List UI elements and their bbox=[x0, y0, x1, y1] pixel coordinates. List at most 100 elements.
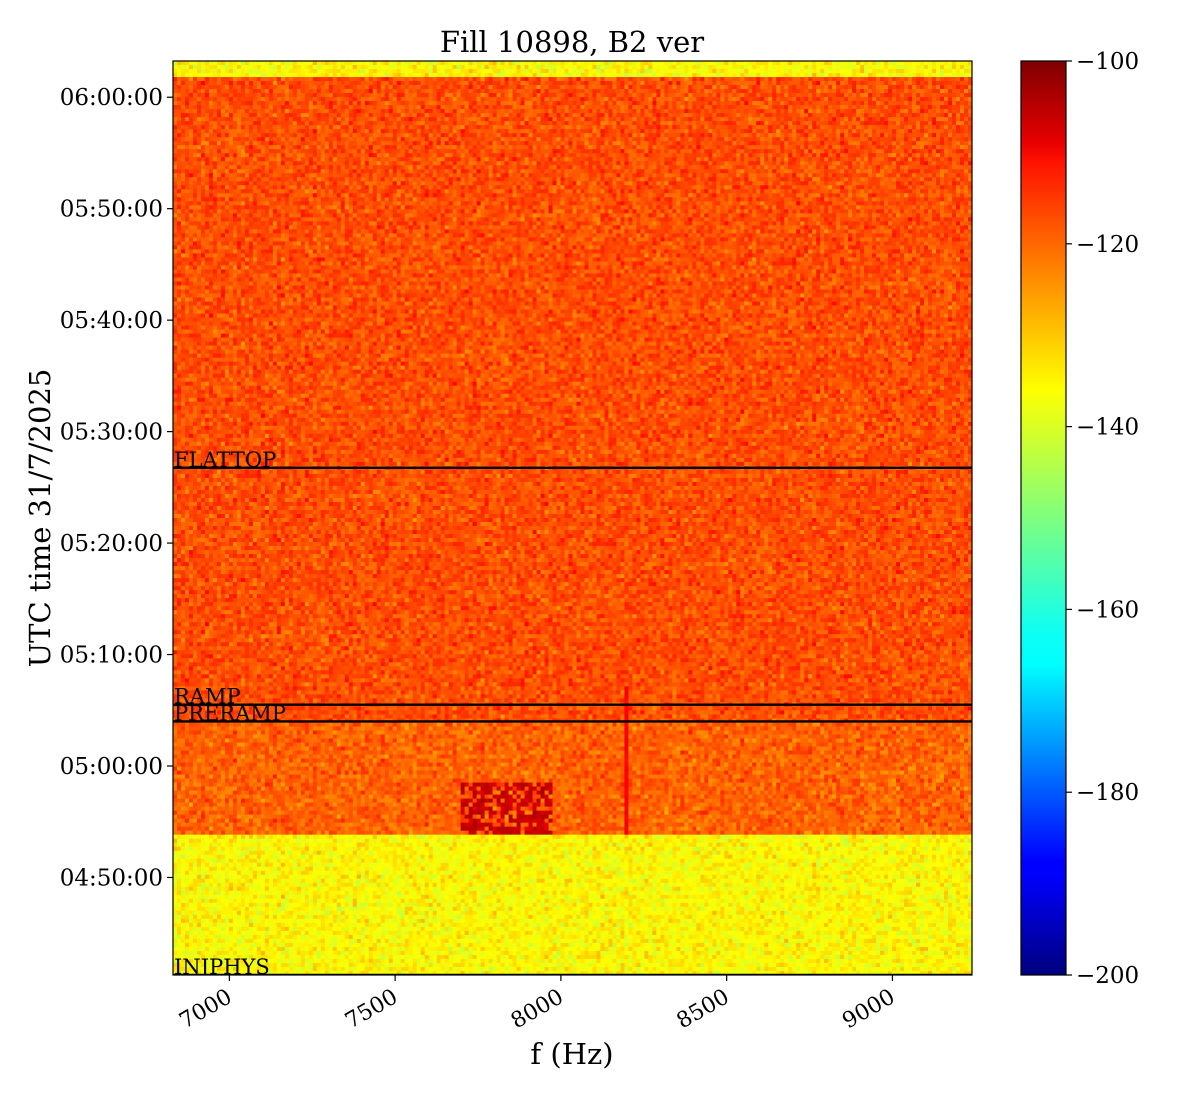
heatmap-cell bbox=[537, 117, 542, 122]
heatmap-cell bbox=[856, 113, 861, 118]
heatmap-cell bbox=[341, 125, 346, 130]
heatmap-cell bbox=[445, 125, 450, 130]
heatmap-cell bbox=[736, 117, 741, 122]
heatmap-cell bbox=[748, 85, 753, 90]
heatmap-cell bbox=[533, 77, 538, 82]
heatmap-cell bbox=[401, 121, 406, 126]
heatmap-cell bbox=[209, 113, 214, 118]
heatmap-cell bbox=[836, 133, 841, 138]
heatmap-cell bbox=[465, 61, 470, 66]
heatmap-cell bbox=[768, 85, 773, 90]
heatmap-cell bbox=[333, 93, 338, 98]
heatmap-cell bbox=[329, 133, 334, 138]
heatmap-cell bbox=[381, 77, 386, 82]
heatmap-cell bbox=[489, 109, 494, 114]
heatmap-cell bbox=[237, 89, 242, 94]
heatmap-cell bbox=[249, 81, 254, 86]
heatmap-cell bbox=[808, 121, 813, 126]
heatmap-cell bbox=[656, 117, 661, 122]
heatmap-cell bbox=[225, 65, 230, 70]
heatmap-cell bbox=[648, 129, 653, 134]
heatmap-cell bbox=[337, 65, 342, 70]
heatmap-cell bbox=[529, 61, 534, 66]
heatmap-cell bbox=[565, 93, 570, 98]
heatmap-cell bbox=[301, 137, 306, 142]
heatmap-cell bbox=[521, 65, 526, 70]
heatmap-cell bbox=[676, 121, 681, 126]
heatmap-cell bbox=[804, 61, 809, 66]
heatmap-cell bbox=[477, 109, 482, 114]
heatmap-cell bbox=[549, 117, 554, 122]
heatmap-cell bbox=[377, 121, 382, 126]
heatmap-cell bbox=[429, 73, 434, 78]
heatmap-cell bbox=[393, 69, 398, 74]
heatmap-cell bbox=[201, 137, 206, 142]
heatmap-cell bbox=[696, 125, 701, 130]
heatmap-cell bbox=[616, 105, 621, 110]
heatmap-cell bbox=[225, 89, 230, 94]
heatmap-cell bbox=[816, 109, 821, 114]
heatmap-cell bbox=[868, 93, 873, 98]
heatmap-cell bbox=[533, 125, 538, 130]
heatmap-cell bbox=[389, 113, 394, 118]
heatmap-cell bbox=[337, 81, 342, 86]
heatmap-cell bbox=[616, 89, 621, 94]
heatmap-cell bbox=[265, 65, 270, 70]
heatmap-cell bbox=[928, 113, 933, 118]
heatmap-cell bbox=[213, 125, 218, 130]
heatmap-cell bbox=[205, 69, 210, 74]
heatmap-cell bbox=[916, 101, 921, 106]
heatmap-cell bbox=[569, 121, 574, 126]
heatmap-cell bbox=[848, 81, 853, 86]
heatmap-cell bbox=[461, 61, 466, 66]
heatmap-cell bbox=[501, 97, 506, 102]
heatmap-cell bbox=[329, 69, 334, 74]
heatmap-cell bbox=[640, 73, 645, 78]
heatmap-cell bbox=[457, 101, 462, 106]
heatmap-cell bbox=[944, 113, 949, 118]
heatmap-cell bbox=[521, 61, 526, 66]
heatmap-cell bbox=[477, 129, 482, 134]
heatmap-cell bbox=[608, 125, 613, 130]
heatmap-cell bbox=[389, 101, 394, 106]
heatmap-cell bbox=[936, 101, 941, 106]
heatmap-cell bbox=[788, 85, 793, 90]
heatmap-cell bbox=[457, 117, 462, 122]
heatmap-cell bbox=[185, 85, 190, 90]
heatmap-cell bbox=[956, 65, 961, 70]
heatmap-cell bbox=[377, 97, 382, 102]
heatmap-cell bbox=[281, 89, 286, 94]
heatmap-cell bbox=[768, 105, 773, 110]
heatmap-cell bbox=[553, 73, 558, 78]
heatmap-cell bbox=[357, 101, 362, 106]
heatmap-cell bbox=[537, 61, 542, 66]
heatmap-cell bbox=[361, 97, 366, 102]
heatmap-cell bbox=[309, 129, 314, 134]
heatmap-cell bbox=[764, 109, 769, 114]
heatmap-cell bbox=[720, 77, 725, 82]
heatmap-cell bbox=[584, 61, 589, 66]
heatmap-cell bbox=[868, 133, 873, 138]
heatmap-cell bbox=[792, 69, 797, 74]
heatmap-cell bbox=[944, 77, 949, 82]
heatmap-cell bbox=[824, 125, 829, 130]
heatmap-cell bbox=[293, 89, 298, 94]
heatmap-cell bbox=[776, 125, 781, 130]
heatmap-cell bbox=[189, 101, 194, 106]
heatmap-cell bbox=[269, 61, 274, 66]
heatmap-cell bbox=[916, 89, 921, 94]
heatmap-cell bbox=[816, 105, 821, 110]
heatmap-cell bbox=[525, 73, 530, 78]
heatmap-cell bbox=[728, 77, 733, 82]
heatmap-cell bbox=[616, 109, 621, 114]
heatmap-cell bbox=[720, 97, 725, 102]
heatmap-cell bbox=[760, 97, 765, 102]
heatmap-cell bbox=[277, 85, 282, 90]
heatmap-cell bbox=[493, 101, 498, 106]
heatmap-cell bbox=[365, 101, 370, 106]
heatmap-cell bbox=[876, 85, 881, 90]
heatmap-cell bbox=[916, 61, 921, 66]
heatmap-cell bbox=[337, 93, 342, 98]
heatmap-cell bbox=[708, 93, 713, 98]
heatmap-cell bbox=[573, 65, 578, 70]
